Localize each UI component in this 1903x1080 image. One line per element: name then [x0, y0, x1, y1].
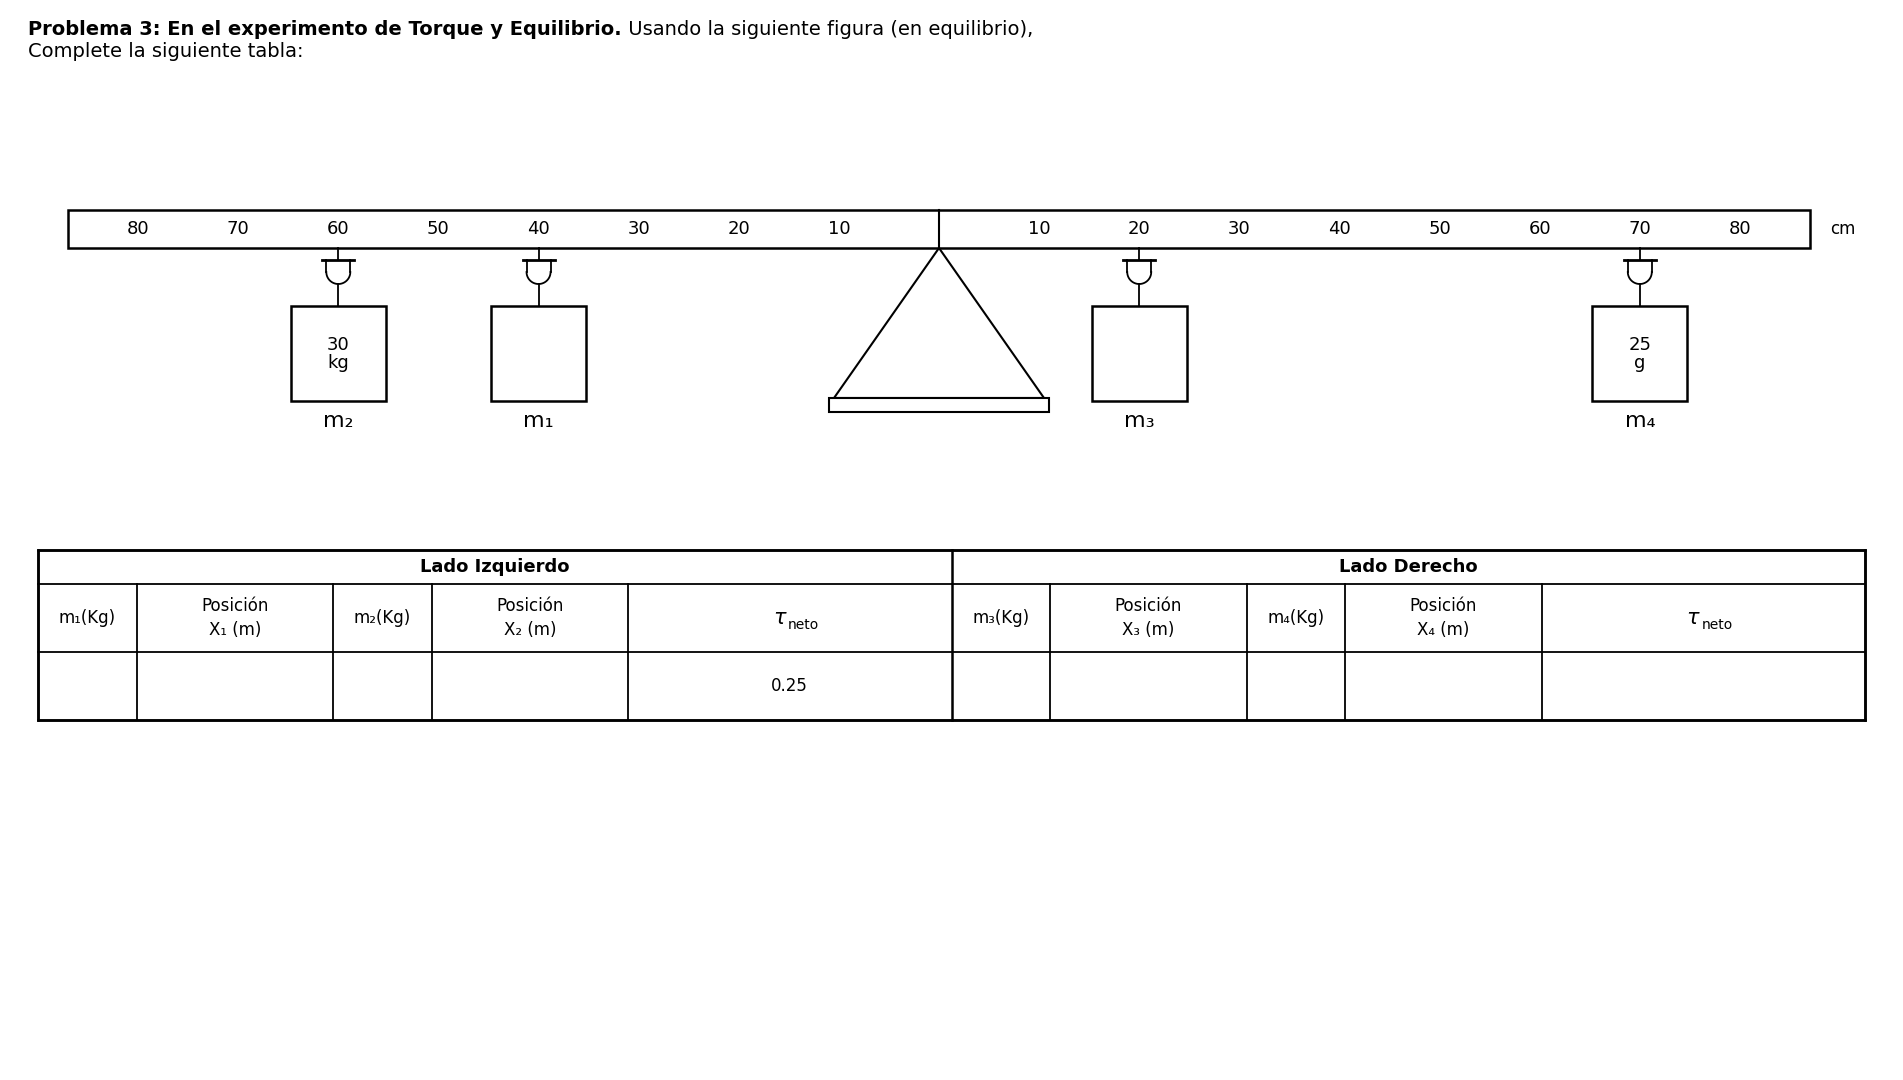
- Text: m₃: m₃: [1125, 411, 1155, 431]
- Text: X₄ (m): X₄ (m): [1418, 621, 1469, 639]
- Text: X₃ (m): X₃ (m): [1123, 621, 1174, 639]
- Bar: [38, 550, 1865, 720]
- Text: 10: 10: [1028, 220, 1050, 238]
- Text: 0.25: 0.25: [771, 677, 809, 696]
- Text: kg: kg: [327, 354, 348, 373]
- Text: m₁(Kg): m₁(Kg): [59, 609, 116, 627]
- Text: 25: 25: [1629, 337, 1652, 354]
- Text: neto: neto: [1701, 618, 1732, 632]
- Text: 20: 20: [727, 220, 750, 238]
- Text: 60: 60: [1528, 220, 1551, 238]
- Text: m₂(Kg): m₂(Kg): [354, 609, 411, 627]
- Text: m₁: m₁: [523, 411, 554, 431]
- Text: cm: cm: [1831, 220, 1855, 238]
- Text: Lado Izquierdo: Lado Izquierdo: [421, 558, 569, 576]
- Text: τ: τ: [773, 608, 786, 627]
- Text: 40: 40: [1328, 220, 1351, 238]
- Text: 70: 70: [1629, 220, 1652, 238]
- Text: Lado Derecho: Lado Derecho: [1340, 558, 1477, 576]
- Bar: [291, 306, 386, 401]
- Text: Complete la siguiente tabla:: Complete la siguiente tabla:: [29, 42, 303, 60]
- Text: 80: 80: [1728, 220, 1751, 238]
- Bar: [830, 399, 1049, 411]
- Text: 30: 30: [1227, 220, 1250, 238]
- Text: 10: 10: [828, 220, 851, 238]
- Text: 80: 80: [128, 220, 150, 238]
- Text: Posición: Posición: [1115, 597, 1182, 615]
- Text: 50: 50: [426, 220, 449, 238]
- Text: m₄(Kg): m₄(Kg): [1267, 609, 1324, 627]
- Text: 30: 30: [327, 337, 350, 354]
- Text: neto: neto: [788, 618, 818, 632]
- Text: X₁ (m): X₁ (m): [209, 621, 261, 639]
- Text: Posición: Posición: [202, 597, 268, 615]
- Text: X₂ (m): X₂ (m): [504, 621, 556, 639]
- Bar: [1092, 306, 1187, 401]
- Text: g: g: [1635, 354, 1646, 373]
- Text: m₃(Kg): m₃(Kg): [972, 609, 1030, 627]
- Text: m₂: m₂: [324, 411, 354, 431]
- Text: 60: 60: [327, 220, 350, 238]
- Text: 70: 70: [226, 220, 249, 238]
- Text: 40: 40: [527, 220, 550, 238]
- Text: Posición: Posición: [1410, 597, 1477, 615]
- Text: 20: 20: [1128, 220, 1151, 238]
- Bar: [69, 210, 1810, 248]
- Text: m₄: m₄: [1625, 411, 1656, 431]
- Text: τ: τ: [1686, 608, 1699, 627]
- Bar: [491, 306, 586, 401]
- Text: Problema 3: En el experimento de Torque y Equilibrio.: Problema 3: En el experimento de Torque …: [29, 21, 622, 39]
- Text: Posición: Posición: [497, 597, 563, 615]
- Text: 30: 30: [628, 220, 651, 238]
- Text: Usando la siguiente figura (en equilibrio),: Usando la siguiente figura (en equilibri…: [622, 21, 1033, 39]
- Text: 50: 50: [1427, 220, 1450, 238]
- Bar: [1593, 306, 1688, 401]
